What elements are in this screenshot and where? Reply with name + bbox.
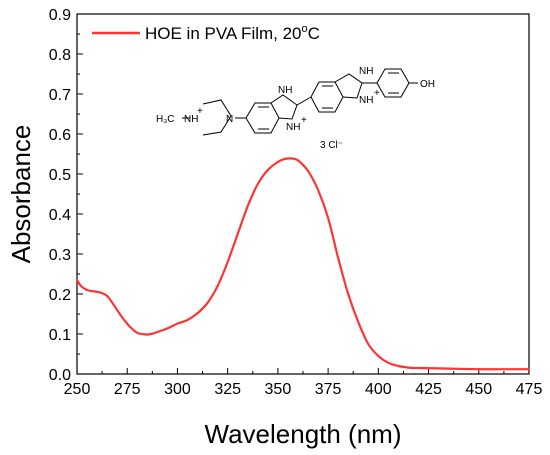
- x-tick-label: 300: [164, 381, 191, 398]
- y-tick-label: 0.7: [49, 87, 71, 104]
- left-imidazole-nh-label: NH: [278, 85, 292, 96]
- piperazine-n-label: N: [226, 114, 233, 125]
- counterion-label: 3 Cl⁻: [320, 140, 343, 151]
- right-imidazole-nh-plus-label: NH: [359, 95, 373, 106]
- absorbance-series-line: [75, 157, 531, 371]
- legend-label-main: HOE in PVA Film, 20: [145, 24, 302, 43]
- structure-labels: H₃C NH + N NH NH + NH NH + OH 3 Cl⁻: [156, 66, 435, 151]
- x-tick-label: 375: [315, 381, 342, 398]
- x-tick-label: 275: [114, 381, 141, 398]
- right-imidazole-nh-label: NH: [359, 66, 373, 77]
- legend-label: HOE in PVA Film, 20oC: [145, 23, 320, 43]
- x-tick-label: 325: [214, 381, 241, 398]
- y-tick-label: 0.2: [49, 287, 71, 304]
- plot-area-frame: [76, 13, 530, 375]
- x-axis-title: Wavelength (nm): [205, 419, 402, 449]
- x-tick-label: 475: [516, 381, 543, 398]
- piperazine-plus-label: +: [197, 106, 203, 117]
- legend: HOE in PVA Film, 20oC: [92, 23, 320, 43]
- methyl-label: H₃C: [156, 114, 175, 125]
- x-axis: 250 275 300 325 350 375 400 425 450 475: [64, 368, 543, 398]
- x-tick-label: 450: [465, 381, 492, 398]
- legend-degree-sup: o: [302, 23, 308, 35]
- y-tick-label: 0.5: [49, 167, 71, 184]
- right-imidazole-plus-sign: +: [374, 88, 380, 99]
- y-tick-label: 0.0: [49, 367, 71, 384]
- y-tick-label: 0.1: [49, 327, 71, 344]
- left-imidazole-plus-sign: +: [301, 115, 307, 126]
- x-tick-label: 350: [265, 381, 292, 398]
- x-tick-label: 400: [365, 381, 392, 398]
- legend-unit: C: [308, 24, 320, 43]
- y-tick-label: 0.6: [49, 127, 71, 144]
- x-tick-label: 425: [415, 381, 442, 398]
- hydroxyl-label: OH: [420, 79, 435, 90]
- y-tick-label: 0.8: [49, 47, 71, 64]
- y-tick-label: 0.4: [49, 207, 71, 224]
- y-tick-label: 0.3: [49, 247, 71, 264]
- piperazine-nh-label: NH: [184, 114, 198, 125]
- y-axis: 0.0 0.1 0.2 0.3 0.4 0.5 0.6 0.7 0.8 0.9: [49, 7, 83, 384]
- x-tick-label: 250: [64, 381, 91, 398]
- y-axis-title: Absorbance: [6, 125, 36, 264]
- hoechst-structure: [182, 68, 418, 136]
- left-imidazole-nh-plus-label: NH: [286, 122, 300, 133]
- y-tick-label: 0.9: [49, 7, 71, 24]
